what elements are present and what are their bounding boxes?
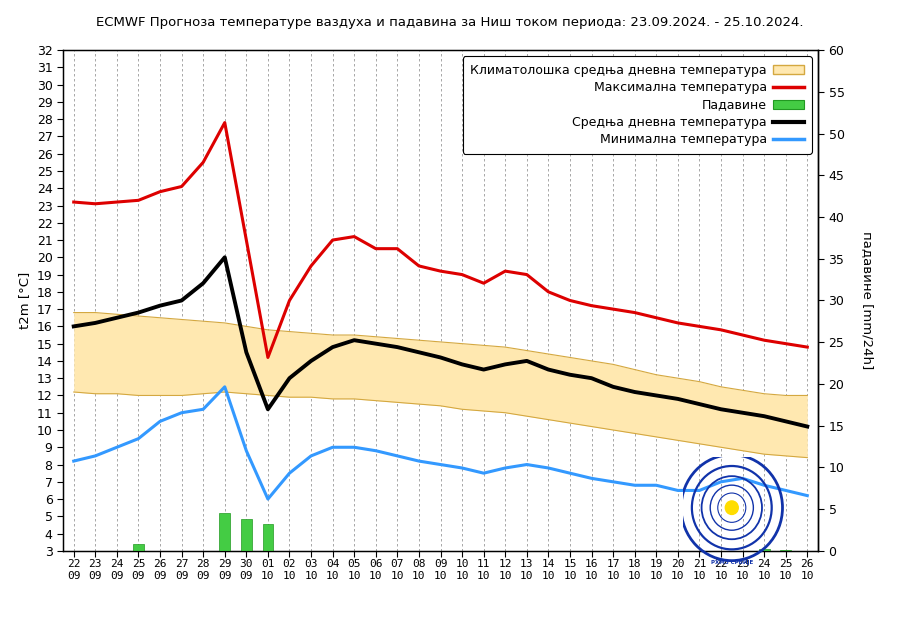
Circle shape xyxy=(725,501,738,515)
Text: ECMWF Прогноза температуре ваздуха и падавина за Ниш током периода: 23.09.2024. : ECMWF Прогноза температуре ваздуха и пад… xyxy=(96,16,803,29)
Text: РХМЗ СРБИЈЕ: РХМЗ СРБИЈЕ xyxy=(711,560,752,565)
Bar xyxy=(219,513,230,551)
Bar xyxy=(263,524,273,551)
Bar xyxy=(759,549,770,551)
Bar xyxy=(241,519,252,551)
Bar xyxy=(133,544,144,551)
Y-axis label: t2m [°C]: t2m [°C] xyxy=(18,272,31,329)
Y-axis label: падавине [mm/24h]: падавине [mm/24h] xyxy=(861,232,874,369)
Legend: Климатолошка средња дневна температура, Максимална температура, Падавине, Средња: Климатолошка средња дневна температура, … xyxy=(463,56,812,154)
Bar xyxy=(780,550,791,551)
